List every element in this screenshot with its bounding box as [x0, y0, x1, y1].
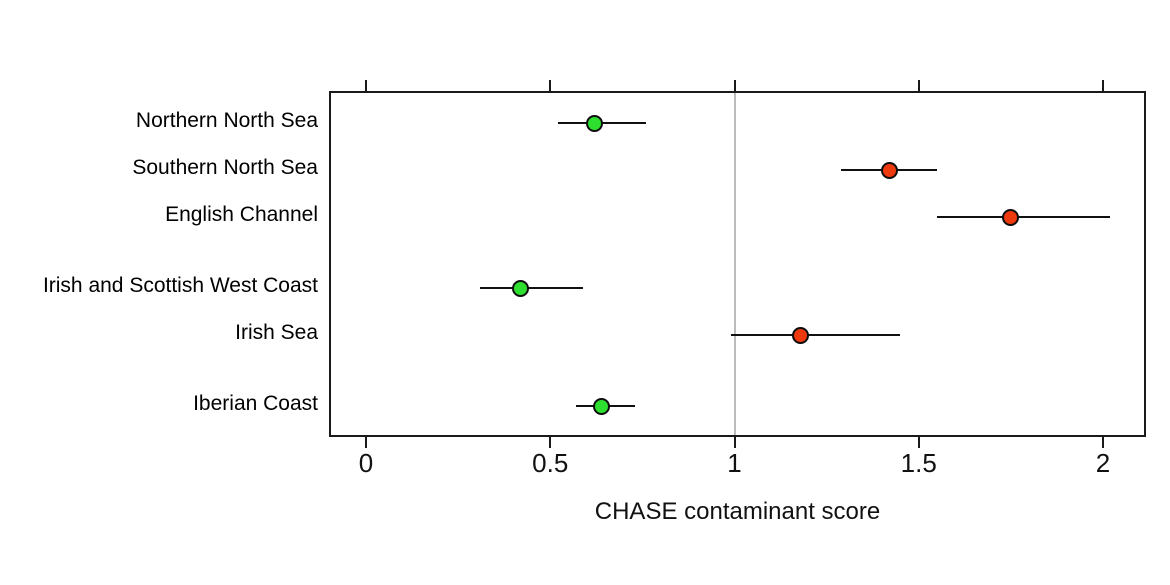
- error-bar: [937, 216, 1111, 218]
- x-axis-tick-top: [365, 80, 367, 91]
- error-bar: [730, 334, 901, 336]
- x-axis-tick-bottom: [549, 437, 552, 448]
- data-point: [593, 397, 611, 415]
- x-axis-tick-top: [917, 80, 920, 91]
- x-axis-tick-bottom: [733, 437, 736, 448]
- plot-frame: [329, 91, 1146, 437]
- data-point: [512, 279, 530, 297]
- x-axis-tick-bottom: [1102, 437, 1104, 448]
- x-axis-tick-top: [549, 80, 552, 91]
- x-axis-tick-label: 0.5: [532, 448, 569, 478]
- category-label: Irish and Scottish West Coast: [42, 274, 318, 297]
- x-axis-tick-top: [733, 80, 736, 91]
- x-axis-tick-top: [1102, 80, 1104, 91]
- category-label: Irish Sea: [235, 321, 318, 344]
- data-point: [792, 326, 810, 344]
- error-bar: [480, 287, 584, 289]
- data-point: [585, 114, 603, 132]
- x-axis-tick-label: 2: [1095, 448, 1111, 478]
- x-axis-title: CHASE contaminant score: [594, 498, 881, 525]
- category-label: Southern North Sea: [132, 156, 318, 179]
- x-axis-tick-bottom: [917, 437, 920, 448]
- data-point: [880, 161, 898, 179]
- x-axis-tick-label: 0: [358, 448, 374, 478]
- x-axis-tick-label: 1: [727, 448, 742, 478]
- category-label: Iberian Coast: [193, 392, 318, 415]
- x-axis-tick-label: 1.5: [900, 448, 937, 478]
- category-label: English Channel: [165, 203, 318, 226]
- reference-line: [733, 93, 736, 435]
- data-point: [1002, 208, 1020, 226]
- category-label: Northern North Sea: [135, 109, 318, 132]
- x-axis-tick-bottom: [365, 437, 367, 448]
